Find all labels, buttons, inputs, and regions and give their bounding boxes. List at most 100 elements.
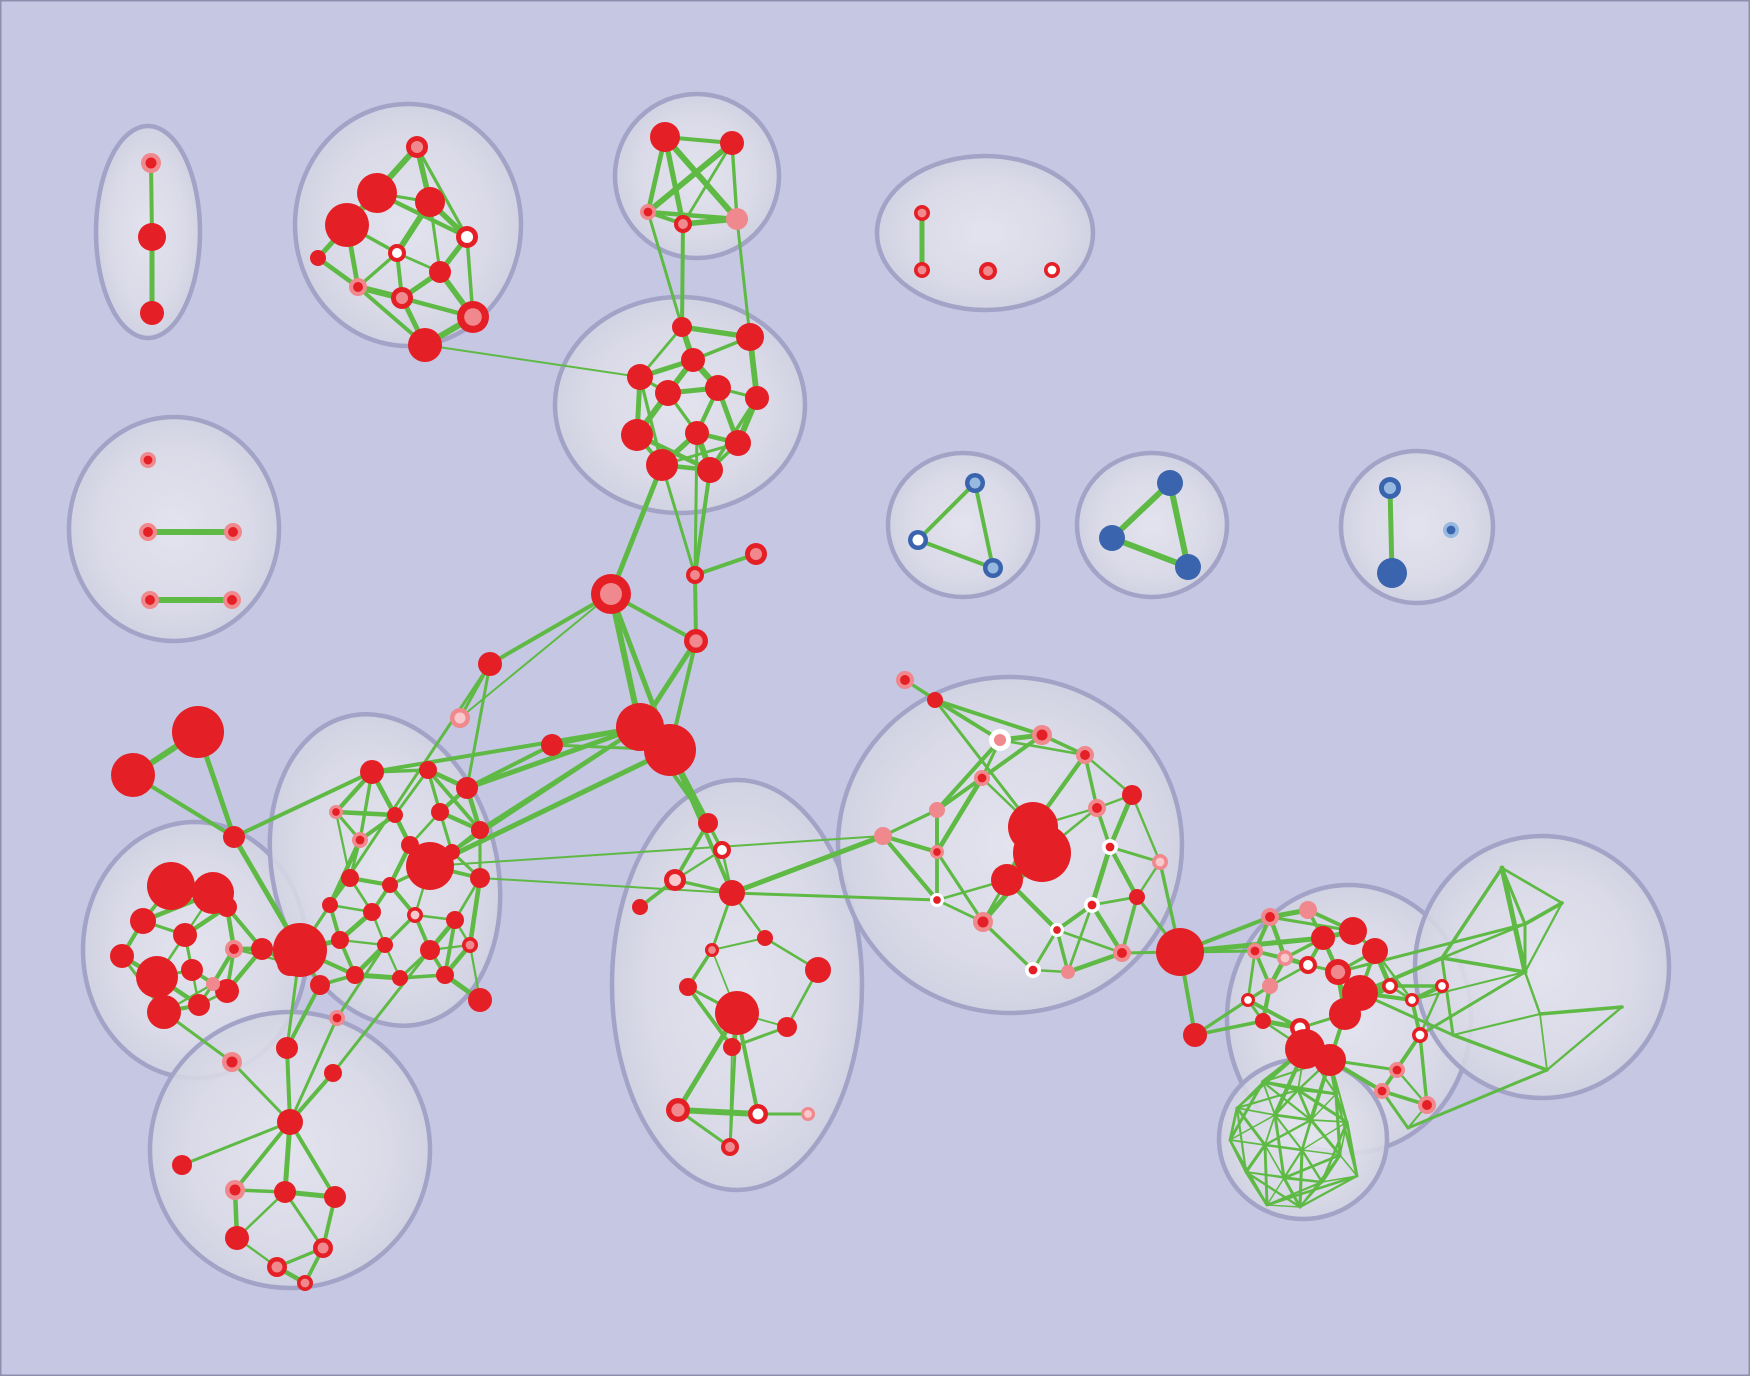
interaction-edge — [233, 1120, 292, 1192]
interaction-edge — [1334, 1092, 1359, 1178]
gene-node-core — [227, 595, 237, 605]
gene-node-core — [977, 773, 987, 783]
interaction-edge — [693, 431, 699, 577]
gene-node-core — [143, 527, 153, 537]
gene-node-ring — [470, 868, 490, 888]
gene-node-core — [395, 291, 409, 305]
interaction-edge — [1245, 1171, 1323, 1183]
gene-node-ring — [172, 706, 224, 758]
interaction-edge — [680, 222, 685, 329]
gene-node-ring — [419, 761, 437, 779]
interaction-edge — [1107, 844, 1140, 900]
interaction-edge — [1089, 902, 1125, 956]
interaction-edge — [1055, 928, 1070, 974]
gene-node-ring — [392, 970, 408, 986]
gene-node-ring — [650, 122, 680, 152]
gene-node-ring — [415, 187, 445, 217]
interaction-edge — [1244, 1143, 1267, 1174]
gene-node-ring — [1255, 1013, 1271, 1029]
gene-node-core — [678, 219, 688, 229]
gene-node-core — [900, 675, 910, 685]
interaction-edge — [1244, 1170, 1302, 1209]
gene-node-ring — [215, 979, 239, 1003]
cluster-rna-transport-ellipse — [552, 294, 808, 516]
interaction-edge — [1229, 1114, 1276, 1141]
interaction-edge — [735, 217, 752, 339]
cluster-lipid-transport-ellipse — [1338, 448, 1496, 606]
cluster-dna-metabolism-ellipse — [835, 674, 1185, 1016]
interaction-edge — [1451, 1033, 1549, 1072]
gene-node-ring — [408, 328, 442, 362]
interaction-edge — [428, 725, 642, 868]
gene-node-core — [987, 562, 999, 574]
gene-node-ring — [929, 802, 945, 818]
interaction-edge — [710, 936, 767, 952]
interaction-edge — [1336, 922, 1527, 974]
gene-node-ring — [745, 386, 769, 410]
gene-node-ring — [346, 966, 364, 984]
gene-node-core — [1422, 1100, 1432, 1110]
gene-node-ring — [698, 813, 718, 833]
gene-node-core — [977, 916, 989, 928]
gene-node-ring — [1311, 926, 1335, 950]
gene-node-ring — [1061, 965, 1075, 979]
gene-node-ring — [1013, 824, 1071, 882]
gene-node-core — [228, 527, 238, 537]
gene-node-core — [1036, 729, 1048, 741]
interaction-edge — [880, 833, 940, 903]
interaction-edge — [1310, 1119, 1348, 1123]
gene-node-core — [332, 1013, 342, 1023]
gene-node-core — [317, 1242, 329, 1254]
interaction-edge — [916, 481, 977, 542]
gene-node-core — [1330, 964, 1346, 980]
interaction-edge — [488, 592, 613, 666]
gene-node-ring — [130, 908, 156, 934]
interaction-edge — [1411, 971, 1526, 1001]
interaction-edge — [1339, 1154, 1358, 1177]
gene-node-ring — [1175, 554, 1201, 580]
interaction-edge — [881, 808, 939, 838]
interaction-edge — [1266, 1204, 1301, 1208]
interaction-edge — [1083, 753, 1134, 797]
interaction-edge — [1235, 1106, 1267, 1147]
gene-node-core — [671, 1103, 685, 1117]
gene-node-ring — [446, 911, 464, 929]
gene-node-core — [1280, 953, 1290, 963]
interaction-edge — [1440, 922, 1527, 960]
interaction-edge — [1418, 1033, 1429, 1107]
gene-node-core — [668, 873, 682, 887]
gene-node-ring — [357, 173, 397, 213]
interaction-edge — [1263, 1118, 1313, 1147]
interaction-edge — [1229, 1139, 1266, 1146]
interaction-edge — [728, 1011, 739, 1149]
interaction-edge — [980, 733, 1044, 780]
interaction-edge — [370, 725, 642, 774]
interaction-edge — [459, 593, 612, 719]
gene-node-core — [917, 208, 927, 218]
gene-node-ring — [723, 1038, 741, 1056]
cluster-microtubule-cytoskeleton-ellipse — [1412, 833, 1672, 1101]
gene-node-core — [917, 265, 927, 275]
interaction-edge — [331, 948, 432, 1075]
gene-node-core — [752, 1108, 764, 1120]
interaction-edge — [424, 344, 641, 378]
gene-node-ring — [276, 1037, 298, 1059]
gene-node-core — [1047, 265, 1057, 275]
interaction-edge — [645, 140, 735, 215]
gene-node-ring — [715, 991, 759, 1035]
interaction-edge — [1499, 865, 1528, 975]
gene-node-core — [1250, 946, 1260, 956]
gene-node-core — [145, 595, 155, 605]
interaction-edge — [660, 463, 697, 577]
gene-node-ring — [1122, 785, 1142, 805]
cluster-tight-junctions-ellipse — [1074, 450, 1230, 600]
interaction-edge — [1406, 1068, 1549, 1130]
interaction-edge — [1083, 753, 1099, 810]
interaction-edge — [479, 877, 733, 894]
gene-node-ring — [172, 1155, 192, 1175]
interaction-edge — [1282, 1148, 1304, 1180]
gene-node-core — [145, 157, 157, 169]
gene-node-core — [690, 570, 700, 580]
interaction-edge — [1246, 949, 1257, 1002]
interaction-edge — [1523, 970, 1542, 1016]
